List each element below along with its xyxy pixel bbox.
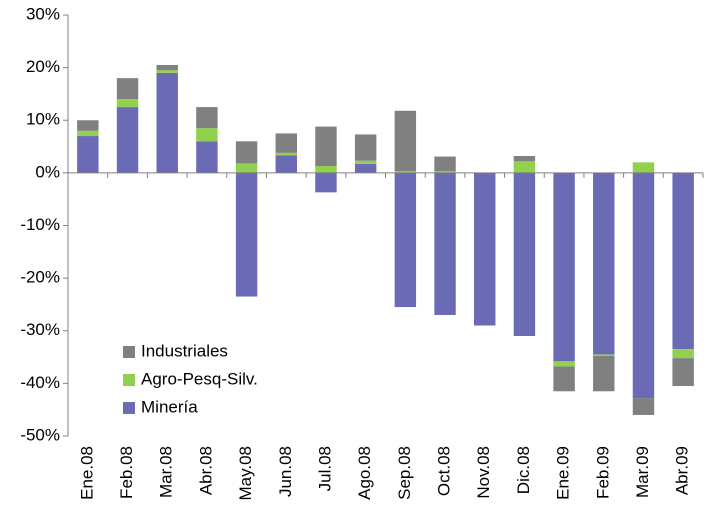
- bar-segment: [116, 107, 139, 173]
- bar-segment: [315, 172, 337, 193]
- x-tick-label: Feb.08: [117, 446, 136, 499]
- legend-label: Agro-Pesq-Silv.: [141, 369, 258, 388]
- bar-segment: [235, 172, 258, 297]
- bar-segment: [434, 171, 456, 173]
- bar-segment: [156, 70, 178, 73]
- x-tick-label: Abr.09: [673, 446, 692, 495]
- bar-segment: [513, 161, 536, 173]
- x-tick-label: Jul.08: [315, 446, 334, 491]
- bar-segment: [513, 156, 536, 162]
- bar-segment: [632, 398, 655, 415]
- bar-segment: [672, 358, 694, 387]
- y-tick-label: 10%: [26, 110, 60, 129]
- bar-segment: [275, 155, 297, 173]
- bar-segment: [632, 162, 655, 173]
- bar-segment: [315, 126, 337, 167]
- y-tick-label: -30%: [20, 320, 60, 339]
- bar-segment: [315, 166, 337, 173]
- bar-segment: [434, 156, 456, 172]
- x-tick-label: Mar.08: [157, 446, 176, 498]
- bar-segment: [116, 99, 139, 108]
- bar-segment: [672, 349, 694, 359]
- x-tick-label: Ago.08: [355, 446, 374, 500]
- bar-segment: [77, 136, 99, 173]
- bar-segment: [275, 133, 297, 153]
- bar-segment: [235, 141, 258, 164]
- bar-segment: [156, 64, 178, 71]
- bar-segment: [77, 130, 99, 137]
- bar-segment: [354, 134, 377, 161]
- bar-segment: [513, 172, 536, 337]
- bar-segment: [354, 163, 377, 173]
- x-tick-label: Jun.08: [276, 446, 295, 497]
- bar-segment: [553, 172, 575, 362]
- legend-label: Industriales: [141, 341, 228, 360]
- x-tick-label: Sep.08: [395, 446, 414, 500]
- bar-segment: [156, 72, 178, 173]
- y-tick-label: -20%: [20, 268, 60, 287]
- bar-segment: [394, 110, 417, 172]
- y-tick-label: -50%: [20, 425, 60, 444]
- bar-segment: [632, 172, 655, 399]
- bar-segment: [235, 163, 258, 173]
- x-tick-label: Oct.08: [435, 446, 454, 496]
- x-tick-label: Mar.09: [633, 446, 652, 498]
- y-tick-label: -40%: [20, 373, 60, 392]
- x-tick-label: Ene.09: [554, 446, 573, 500]
- bar-segment: [196, 141, 218, 173]
- bar-segment: [434, 172, 456, 315]
- x-tick-label: Abr.08: [196, 446, 215, 495]
- y-tick-label: 30%: [26, 4, 60, 23]
- x-tick-label: Nov.08: [474, 446, 493, 499]
- bar-segment: [553, 366, 575, 392]
- x-tick-label: Feb.09: [593, 446, 612, 499]
- x-tick-label: May.08: [236, 446, 255, 501]
- bar-segment: [593, 172, 615, 355]
- bar-segment: [593, 354, 615, 357]
- bar-segment: [394, 172, 417, 308]
- x-tick-label: Dic.08: [514, 446, 533, 494]
- bar-segment: [196, 128, 218, 142]
- bar-segment: [354, 160, 377, 164]
- bar-segment: [553, 361, 575, 367]
- y-tick-label: 0%: [35, 162, 60, 181]
- legend-label: Minería: [141, 397, 198, 416]
- legend-swatch: [123, 374, 135, 386]
- x-tick-label: Ene.08: [77, 446, 96, 500]
- bar-segment: [593, 356, 615, 392]
- bar-segment: [474, 172, 496, 326]
- y-tick-label: 20%: [26, 57, 60, 76]
- legend-swatch: [123, 402, 135, 414]
- legend-swatch: [123, 346, 135, 358]
- bar-segment: [672, 172, 694, 350]
- bar-segment: [275, 152, 297, 156]
- y-tick-label: -10%: [20, 215, 60, 234]
- bar-segment: [196, 107, 218, 129]
- bar-segment: [77, 120, 99, 131]
- bar-segment: [116, 78, 139, 100]
- bar-segment: [394, 171, 417, 173]
